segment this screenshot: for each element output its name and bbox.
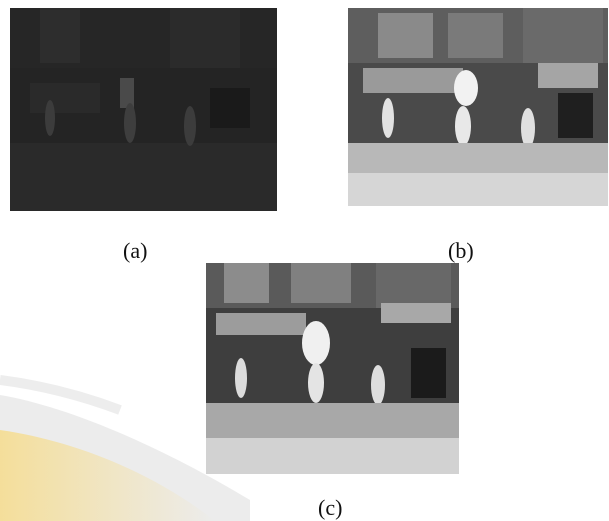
image-panel-c (206, 263, 459, 474)
image-panel-a (10, 8, 277, 211)
caption-c: (c) (318, 495, 343, 520)
caption-b: (b) (448, 238, 474, 263)
image-panel-b (348, 8, 608, 206)
caption-a: (a) (123, 238, 148, 263)
